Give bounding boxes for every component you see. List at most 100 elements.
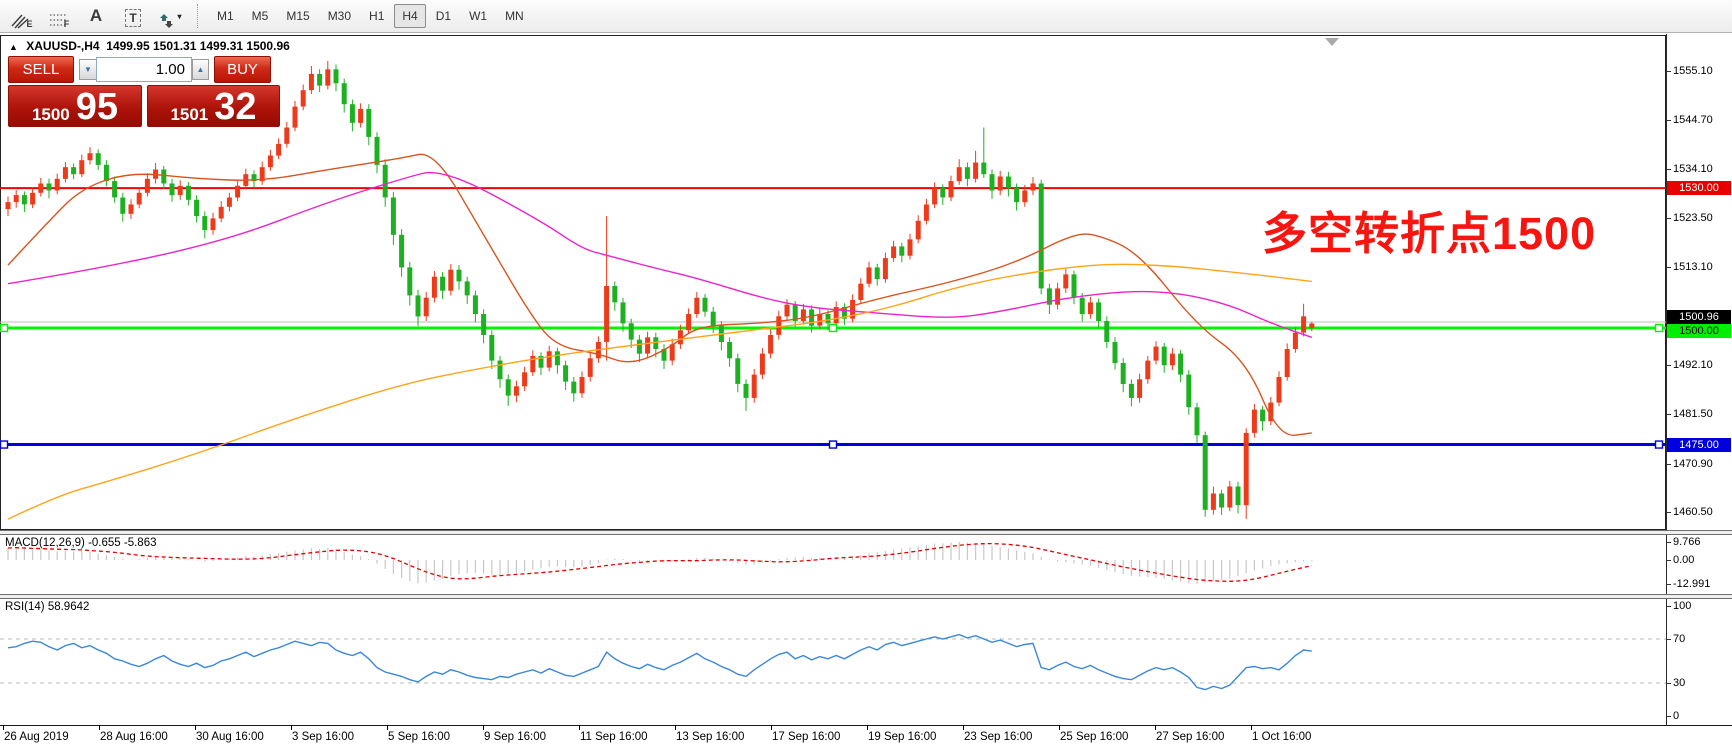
timeframe-h4[interactable]: H4 — [394, 4, 426, 28]
time-axis-label: 5 Sep 16:00 — [388, 731, 451, 743]
candle-body — [300, 90, 306, 107]
candle-body — [440, 276, 446, 291]
rsi-panel[interactable] — [0, 598, 1732, 725]
bid-quote-button[interactable]: 1500 95 — [8, 85, 142, 127]
support-line-1475-handle[interactable] — [1654, 440, 1664, 449]
timeframe-m1[interactable]: M1 — [217, 9, 234, 23]
candle-body — [1087, 302, 1093, 315]
candle-body — [333, 69, 339, 84]
text-tool-button[interactable]: A — [81, 3, 111, 29]
candle-body — [456, 269, 462, 282]
candle-body — [1260, 409, 1266, 422]
arrows-tool-button[interactable]: ▾ — [155, 3, 185, 29]
candle-body — [210, 218, 216, 231]
support-line-1475-handle[interactable] — [828, 440, 838, 449]
price-axis-label: 1481.50 — [1673, 408, 1713, 421]
candle-body — [120, 197, 126, 214]
candle-body — [981, 162, 987, 175]
candle-body — [308, 73, 314, 91]
candle-body — [54, 178, 60, 191]
price-axis-label: 1534.10 — [1673, 163, 1713, 176]
pivot-line-1500-handle[interactable] — [1654, 323, 1664, 333]
ohlc-values: 1499.95 1501.31 1499.31 1500.96 — [106, 39, 290, 53]
timeframe-h1[interactable]: H1 — [369, 9, 385, 23]
volume-input[interactable] — [96, 57, 192, 82]
rsi-panel-splitter[interactable] — [0, 594, 1732, 599]
price-axis-label: 1460.50 — [1673, 506, 1713, 519]
candle-body — [218, 206, 224, 219]
candle-body — [686, 314, 692, 331]
price-axis-label: 1513.10 — [1673, 260, 1713, 273]
candle-body — [866, 267, 872, 284]
timeframe-w1[interactable]: W1 — [469, 9, 488, 23]
candle-body — [825, 314, 831, 324]
candle-body — [1219, 493, 1225, 508]
candle-body — [284, 127, 290, 144]
last-price-badge: 1500.96 — [1667, 310, 1731, 324]
collapse-panel-icon[interactable]: ▲ — [9, 42, 18, 52]
candle-body — [21, 195, 27, 205]
equidistant-channel-tool-button[interactable]: E — [7, 3, 37, 29]
candle-body — [997, 176, 1003, 191]
candle-body — [964, 167, 970, 179]
sell-button[interactable]: SELL — [8, 56, 74, 83]
price-axis-label: 1523.50 — [1673, 212, 1713, 225]
candle-body — [1251, 409, 1257, 433]
main-chart[interactable] — [0, 33, 1732, 533]
time-axis-label: 27 Sep 16:00 — [1156, 731, 1225, 743]
price-axis-label: 1492.10 — [1673, 358, 1713, 371]
buy-button[interactable]: BUY — [214, 56, 271, 83]
rsi-scale-label: 100 — [1673, 600, 1692, 612]
time-axis-label: 28 Aug 16:00 — [100, 731, 168, 743]
volume-decrease-button[interactable]: ▼ — [79, 59, 96, 80]
candle-body — [251, 174, 257, 182]
macd-signal-line — [7, 542, 1312, 582]
candle-body — [1046, 288, 1052, 305]
candle-body — [776, 316, 782, 335]
candle-body — [13, 195, 19, 203]
ask-quote-button[interactable]: 1501 32 — [147, 85, 280, 127]
candle-body — [546, 351, 552, 368]
timeframe-m5[interactable]: M5 — [251, 9, 269, 23]
chart-shift-marker-icon[interactable] — [1325, 38, 1339, 46]
rsi-scale-label: 0 — [1673, 710, 1680, 722]
text-label-tool-button[interactable]: T — [118, 3, 148, 29]
candle-body — [103, 164, 109, 182]
macd-scale-label: 9.766 — [1673, 535, 1701, 548]
candle-body — [112, 181, 118, 198]
candle-body — [1210, 493, 1216, 510]
candle-body — [1153, 346, 1159, 361]
candle-body — [194, 199, 200, 217]
candle-body — [1284, 349, 1290, 377]
price-axis-tick — [1666, 560, 1671, 561]
time-axis-label: 17 Sep 16:00 — [772, 731, 841, 743]
timeframe-m15[interactable]: M15 — [286, 9, 310, 23]
bid-price-small: 1500 — [31, 105, 70, 124]
macd-panel-splitter[interactable] — [0, 530, 1732, 535]
timeframe-mn[interactable]: MN — [505, 9, 524, 23]
pivot-line-1500-handle[interactable] — [828, 323, 838, 333]
timeframe-m30[interactable]: M30 — [327, 9, 352, 23]
macd-panel[interactable] — [0, 534, 1732, 594]
time-axis-tick — [483, 725, 484, 730]
dropdown-caret-icon[interactable]: ▾ — [177, 11, 182, 21]
candle-body — [1014, 188, 1020, 203]
candle-body — [1202, 435, 1208, 510]
fibonacci-tool-glyph: F — [63, 19, 70, 29]
support-line-1475-handle[interactable] — [0, 440, 9, 449]
time-axis-tick — [387, 725, 388, 730]
candle-body — [923, 204, 929, 221]
candle-body — [513, 386, 519, 396]
timeframe-d1[interactable]: D1 — [435, 9, 452, 23]
price-axis-tick — [1666, 169, 1671, 171]
fibonacci-tool-button[interactable]: F — [44, 3, 74, 29]
candle-body — [833, 307, 839, 324]
volume-increase-button[interactable]: ▲ — [192, 59, 209, 80]
time-axis-tick — [675, 725, 676, 730]
candle-body — [800, 309, 806, 322]
candle-body — [169, 183, 175, 196]
candle-body — [1022, 190, 1028, 203]
price-axis-tick — [1666, 364, 1671, 366]
candle-body — [1104, 321, 1110, 342]
pivot-line-1500-handle[interactable] — [0, 323, 9, 333]
